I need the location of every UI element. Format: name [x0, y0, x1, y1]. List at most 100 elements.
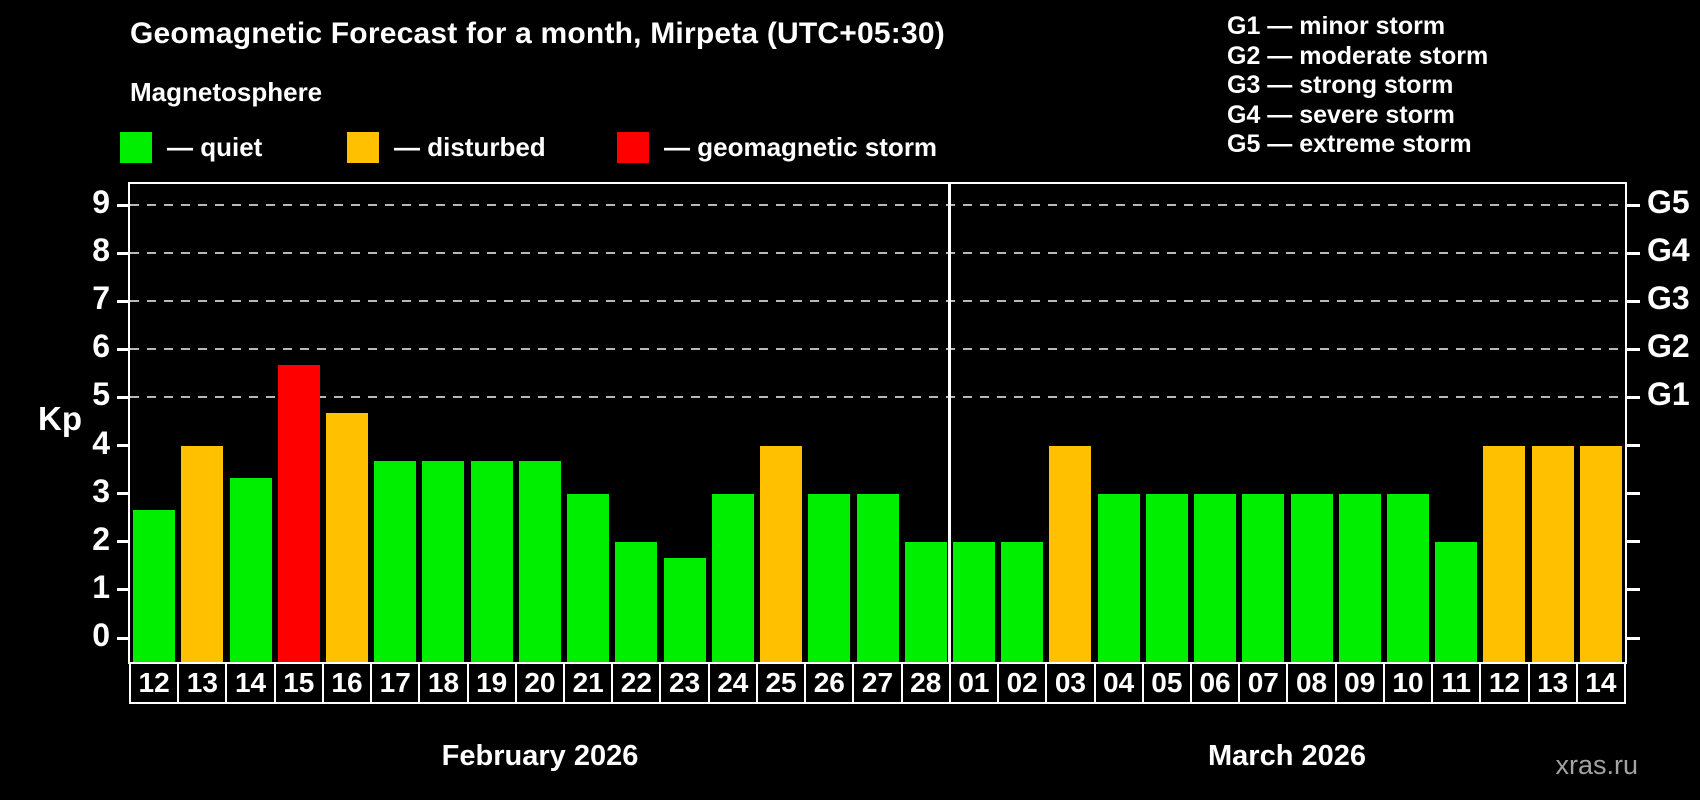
g-scale-legend-line-g4: G4 — severe storm — [1227, 100, 1455, 129]
y-axis-tick-right — [1627, 203, 1640, 207]
kp-bar — [1194, 493, 1237, 662]
watermark-xras: xras.ru — [1555, 750, 1638, 780]
y-axis-tick-left — [117, 395, 130, 399]
kp-bar — [181, 445, 224, 662]
day-label-cell: 16 — [321, 662, 373, 704]
gridline-kp-6 — [130, 348, 1625, 351]
kp-bar — [1435, 541, 1478, 662]
legend-item-storm: — geomagnetic storm — [617, 131, 937, 163]
kp-bar — [133, 509, 176, 662]
y-axis-tick-label: 7 — [92, 280, 110, 317]
kp-bar — [374, 461, 417, 662]
y-axis-label-kp: Kp — [38, 400, 82, 437]
day-label-cell: 24 — [707, 662, 758, 704]
kp-bar — [1145, 493, 1188, 662]
legend-label-storm: — geomagnetic storm — [664, 131, 938, 162]
kp-bar — [518, 461, 561, 662]
y-axis-tick-label: 8 — [92, 232, 110, 269]
legend-label-quiet: — quiet — [167, 131, 263, 162]
y-axis-tick-right — [1627, 492, 1640, 496]
y-axis-tick-right — [1627, 444, 1640, 448]
day-label-cell: 14 — [1575, 662, 1626, 704]
day-label-cell: 22 — [611, 662, 662, 704]
kp-bar — [326, 413, 369, 662]
y-axis-tick-left — [117, 492, 130, 496]
day-label-cell: 05 — [1141, 662, 1192, 704]
kp-bar — [567, 493, 610, 662]
storm-color-swatch — [617, 131, 649, 163]
kp-bar — [808, 493, 851, 662]
y-axis-tick-label: 9 — [92, 184, 110, 220]
day-label-cell: 19 — [466, 662, 517, 704]
g-scale-legend-line-g5: G5 — extreme storm — [1227, 130, 1472, 158]
y-axis-tick-left — [117, 588, 130, 592]
page-title: Geomagnetic Forecast for a month, Mirpet… — [130, 17, 945, 50]
kp-bar — [1386, 493, 1429, 662]
subtitle-magnetosphere: Magnetosphere — [130, 77, 323, 107]
day-label-cell: 12 — [129, 662, 180, 704]
kp-bar — [856, 493, 899, 662]
y-axis-tick-right — [1627, 347, 1640, 351]
y-axis-tick-left — [117, 203, 130, 207]
y-axis-tick-label: 0 — [92, 617, 110, 653]
g-scale-legend-line-g1: G1 — minor storm — [1227, 12, 1446, 40]
y-axis-tick-right — [1627, 251, 1640, 255]
kp-bar — [1290, 493, 1333, 662]
kp-bar — [663, 557, 706, 662]
kp-bar — [1242, 493, 1285, 662]
kp-bar — [1531, 445, 1574, 662]
g-axis-label-g3: G3 — [1647, 280, 1690, 317]
y-axis-tick-right — [1627, 588, 1640, 592]
g-scale-legend-line-g3: G3 — strong storm — [1227, 71, 1454, 99]
day-label-cell: 25 — [755, 662, 807, 704]
gridline-kp-8 — [130, 252, 1625, 255]
y-axis-tick-left — [117, 299, 130, 303]
g-scale-legend-line-g2: G2 — moderate storm — [1227, 41, 1489, 70]
y-axis-tick-left — [117, 636, 130, 640]
day-label-cell: 06 — [1189, 662, 1241, 704]
legend-item-quiet: — quiet — [120, 131, 262, 163]
kp-bar — [1338, 493, 1381, 662]
plot-area — [128, 182, 1627, 664]
kp-bar — [1483, 445, 1526, 662]
y-axis-tick-label: 5 — [92, 376, 110, 413]
quiet-color-swatch — [120, 131, 152, 163]
y-axis-tick-label: 1 — [92, 568, 110, 605]
g-scale-legend: G1 — minor storm G2 — moderate storm G3 … — [1227, 12, 1488, 160]
y-axis-tick-left — [117, 444, 130, 448]
legend-label-disturbed: — disturbed — [394, 131, 546, 162]
day-label-cell: 11 — [1431, 662, 1482, 704]
day-label-cell: 13 — [177, 662, 228, 704]
disturbed-color-swatch — [347, 131, 379, 163]
kp-bar — [1049, 445, 1092, 662]
kp-bar — [615, 541, 658, 662]
day-label-cell: 21 — [563, 662, 614, 704]
day-label-cell: 08 — [1286, 662, 1337, 704]
y-axis-tick-left — [117, 347, 130, 351]
y-axis-tick-right — [1627, 540, 1640, 544]
day-label-cell: 27 — [852, 662, 903, 704]
month-label-march: March 2026 — [1208, 740, 1366, 772]
day-label-cell: 09 — [1334, 662, 1385, 704]
kp-bar — [1097, 493, 1140, 662]
y-axis-tick-right — [1627, 395, 1640, 399]
kp-bar — [229, 477, 272, 662]
g-axis-label-g2: G2 — [1647, 328, 1690, 365]
day-label-cell: 03 — [1045, 662, 1096, 704]
gridline-kp-5 — [130, 396, 1625, 399]
kp-bar — [277, 365, 320, 662]
kp-bar — [904, 541, 947, 662]
kp-bar — [711, 493, 754, 662]
y-axis-tick-label: 3 — [92, 472, 110, 509]
y-axis-tick-left — [117, 251, 130, 255]
y-axis-tick-right — [1627, 299, 1640, 303]
g-axis-label-g1: G1 — [1647, 376, 1690, 413]
gridline-kp-9 — [130, 204, 1625, 206]
day-label-cell: 14 — [225, 662, 276, 704]
day-label-cell: 18 — [418, 662, 469, 704]
kp-bar — [1579, 445, 1622, 662]
day-label-cell: 20 — [514, 662, 566, 704]
y-axis-tick-label: 2 — [92, 520, 110, 557]
y-axis-tick-label: 4 — [92, 424, 110, 461]
